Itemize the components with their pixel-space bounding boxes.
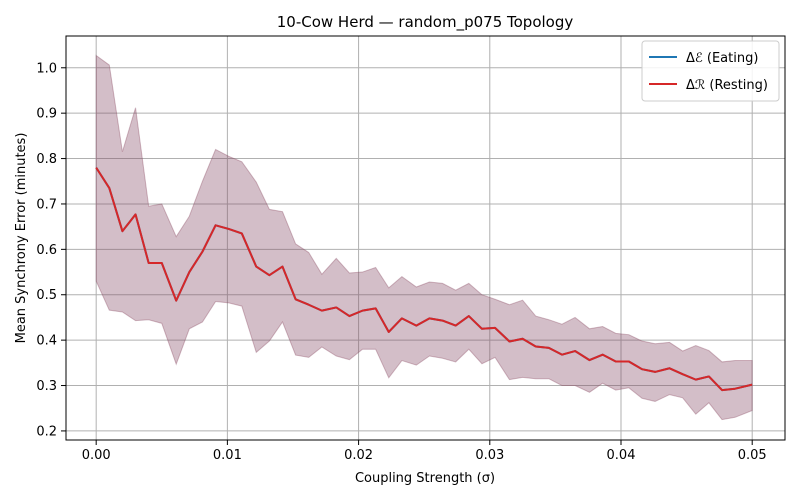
legend: Δℰ (Eating) Δℛ (Resting) — [641, 40, 780, 102]
x-tick-label: 0.05 — [738, 448, 767, 463]
legend-label-eating: Δℰ (Eating) — [686, 51, 758, 66]
y-tick-label: 0.2 — [36, 424, 57, 439]
chart-title: 10-Cow Herd — random_p075 Topology — [277, 13, 574, 32]
x-axis-ticks: 0.00 0.01 0.02 0.03 0.04 0.05 — [82, 440, 767, 463]
y-tick-label: 0.9 — [36, 107, 57, 122]
confidence-band-0 — [95, 54, 753, 421]
x-tick-label: 0.03 — [475, 448, 504, 463]
grid-lines — [66, 36, 785, 440]
y-axis-ticks: 0.2 0.3 0.4 0.5 0.6 0.7 0.8 0.9 1.0 — [36, 61, 66, 439]
y-tick-label: 0.3 — [36, 379, 57, 394]
y-tick-label: 0.5 — [36, 288, 57, 303]
plot-area-frame — [65, 35, 786, 441]
confidence-band-1 — [95, 54, 753, 421]
y-tick-label: 1.0 — [36, 61, 57, 76]
x-tick-label: 0.02 — [344, 448, 373, 463]
y-tick-label: 0.7 — [36, 197, 57, 212]
x-tick-label: 0.04 — [607, 448, 636, 463]
y-axis-label: Mean Synchrony Error (minutes) — [14, 133, 29, 344]
x-tick-label: 0.00 — [82, 448, 111, 463]
legend-label-resting: Δℛ (Resting) — [686, 78, 768, 93]
x-axis-label: Coupling Strength (σ) — [355, 471, 495, 486]
series-lines — [95, 167, 753, 392]
series-line-1 — [95, 167, 753, 392]
y-tick-label: 0.4 — [36, 334, 57, 349]
y-tick-label: 0.8 — [36, 152, 57, 167]
x-tick-label: 0.01 — [213, 448, 242, 463]
confidence-bands — [95, 54, 753, 421]
y-tick-label: 0.6 — [36, 243, 57, 258]
